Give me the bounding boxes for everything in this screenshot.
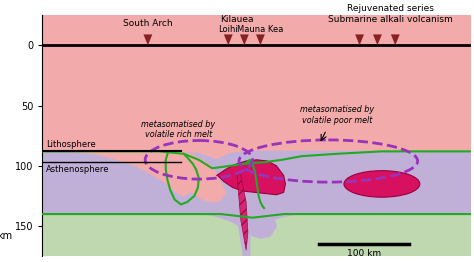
Polygon shape (43, 214, 471, 256)
Polygon shape (224, 34, 233, 45)
Polygon shape (256, 34, 265, 45)
Polygon shape (355, 34, 364, 45)
Ellipse shape (344, 171, 420, 197)
Polygon shape (391, 34, 400, 45)
Text: Asthenosphere: Asthenosphere (46, 165, 109, 174)
Text: metasomatised by
volatile poor melt: metasomatised by volatile poor melt (300, 106, 374, 125)
Polygon shape (240, 34, 249, 45)
Polygon shape (373, 34, 382, 45)
Polygon shape (203, 200, 276, 238)
Polygon shape (43, 151, 471, 226)
Text: Rejuvenated series
Submarine alkali volcanism: Rejuvenated series Submarine alkali volc… (328, 4, 453, 24)
Text: 100 km: 100 km (347, 249, 381, 258)
Text: Loihi: Loihi (219, 25, 238, 34)
Text: metasomatised by
volatile rich melt: metasomatised by volatile rich melt (141, 120, 215, 139)
Text: Lithosphere: Lithosphere (46, 140, 96, 149)
Polygon shape (217, 160, 285, 195)
Text: Kilauea: Kilauea (220, 15, 254, 24)
Text: km: km (0, 231, 12, 241)
Polygon shape (43, 15, 471, 160)
Text: Mauna Kea: Mauna Kea (237, 25, 283, 34)
Text: South Arch: South Arch (123, 19, 173, 28)
Polygon shape (43, 151, 199, 196)
Polygon shape (144, 34, 152, 45)
Polygon shape (163, 151, 226, 202)
Polygon shape (237, 172, 248, 250)
Polygon shape (237, 212, 250, 256)
